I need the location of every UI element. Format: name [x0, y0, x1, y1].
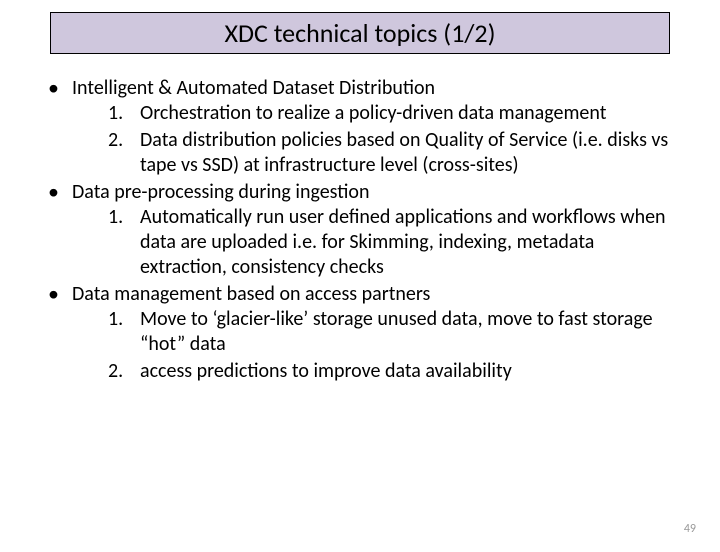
- list-item: Automatically run user defined applicati…: [72, 205, 680, 280]
- list-item: access predictions to improve data avail…: [72, 359, 680, 384]
- list-item: Orchestration to realize a policy-driven…: [72, 101, 680, 126]
- bullet-text: Data pre-processing during ingestion: [72, 180, 369, 204]
- sub-text: Automatically run user defined applicati…: [140, 205, 666, 279]
- numbered-list: Automatically run user defined applicati…: [72, 205, 680, 280]
- slide: XDC technical topics (1/2) Intelligent &…: [0, 12, 720, 552]
- sub-text: Orchestration to realize a policy-driven…: [140, 101, 606, 125]
- list-item: Move to ‘glacier-like’ storage unused da…: [72, 307, 680, 357]
- sub-text: access predictions to improve data avail…: [140, 359, 512, 383]
- page-number: 49: [684, 522, 696, 536]
- list-item: Data management based on access partners…: [40, 282, 680, 384]
- list-item: Intelligent & Automated Dataset Distribu…: [40, 76, 680, 178]
- numbered-list: Move to ‘glacier-like’ storage unused da…: [72, 307, 680, 384]
- bullet-text: Intelligent & Automated Dataset Distribu…: [72, 76, 435, 100]
- slide-body: Intelligent & Automated Dataset Distribu…: [40, 76, 680, 384]
- sub-text: Data distribution policies based on Qual…: [140, 128, 668, 177]
- sub-text: Move to ‘glacier-like’ storage unused da…: [140, 307, 653, 356]
- list-item: Data distribution policies based on Qual…: [72, 128, 680, 178]
- list-item: Data pre-processing during ingestion Aut…: [40, 180, 680, 280]
- bullet-text: Data management based on access partners: [72, 282, 430, 306]
- bullet-list: Intelligent & Automated Dataset Distribu…: [40, 76, 680, 384]
- slide-title: XDC technical topics (1/2): [50, 12, 670, 54]
- numbered-list: Orchestration to realize a policy-driven…: [72, 101, 680, 178]
